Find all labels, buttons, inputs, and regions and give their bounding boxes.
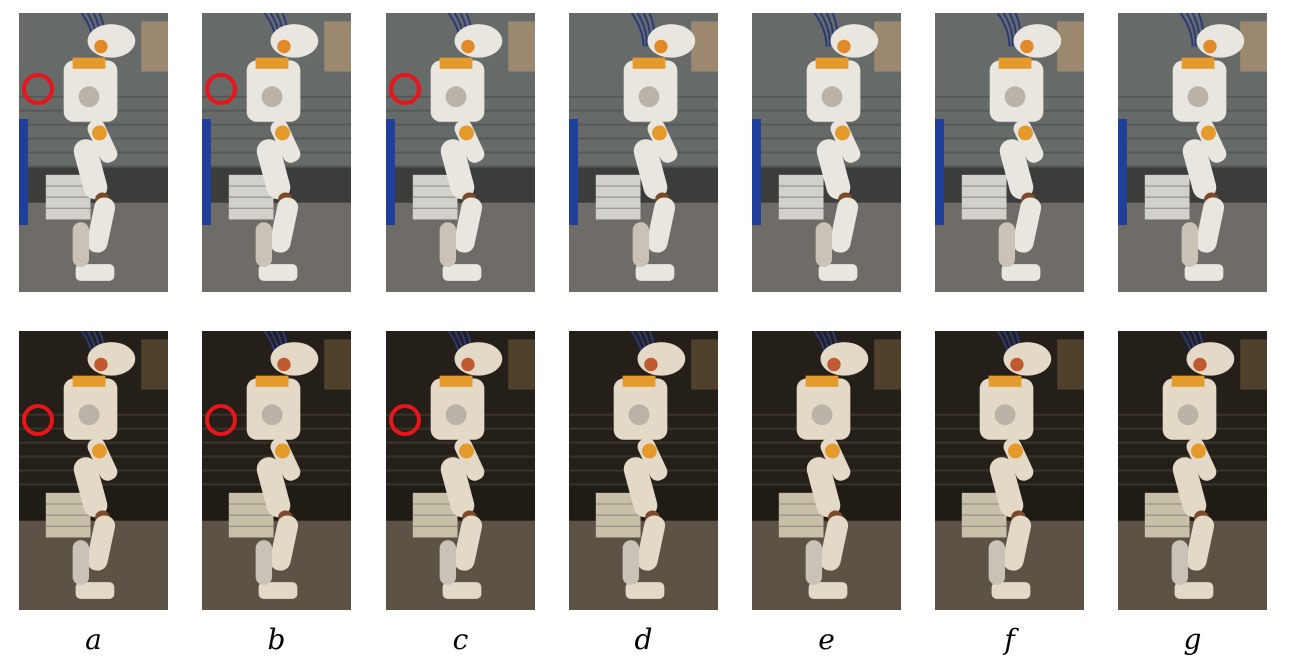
photo-row2-d xyxy=(569,331,718,610)
robot-photo xyxy=(569,13,718,292)
robot-photo xyxy=(1118,13,1267,292)
photo-row2-a xyxy=(19,331,168,610)
photo-row2-c xyxy=(386,331,535,610)
robot-photo xyxy=(19,331,168,610)
robot-photo xyxy=(569,331,718,610)
highlight-circle xyxy=(22,73,54,105)
robot-photo xyxy=(752,13,901,292)
column-label-b: b xyxy=(267,623,286,656)
robot-photo xyxy=(19,13,168,292)
column-label-g: g xyxy=(1183,623,1202,656)
highlight-circle xyxy=(205,73,237,105)
photo-row1-f xyxy=(935,13,1084,292)
photo-row1-c xyxy=(386,13,535,292)
photo-row1-a xyxy=(19,13,168,292)
robot-photo xyxy=(386,331,535,610)
photo-row1-d xyxy=(569,13,718,292)
highlight-circle xyxy=(205,404,237,436)
highlight-circle xyxy=(22,404,54,436)
photo-row2-f xyxy=(935,331,1084,610)
robot-photo xyxy=(202,13,351,292)
photo-row2-e xyxy=(752,331,901,610)
column-label-a: a xyxy=(85,623,102,656)
column-label-e: e xyxy=(818,623,835,656)
photo-row1-b xyxy=(202,13,351,292)
robot-photo xyxy=(202,331,351,610)
robot-photo xyxy=(935,331,1084,610)
robot-photo xyxy=(935,13,1084,292)
photo-row1-e xyxy=(752,13,901,292)
highlight-circle xyxy=(389,404,421,436)
robot-photo xyxy=(752,331,901,610)
photo-row2-b xyxy=(202,331,351,610)
column-label-c: c xyxy=(452,623,469,656)
robot-photo xyxy=(386,13,535,292)
photo-row1-g xyxy=(1118,13,1267,292)
column-label-f: f xyxy=(1004,623,1015,656)
photo-row2-g xyxy=(1118,331,1267,610)
highlight-circle xyxy=(389,73,421,105)
column-label-d: d xyxy=(634,623,653,656)
robot-photo xyxy=(1118,331,1267,610)
